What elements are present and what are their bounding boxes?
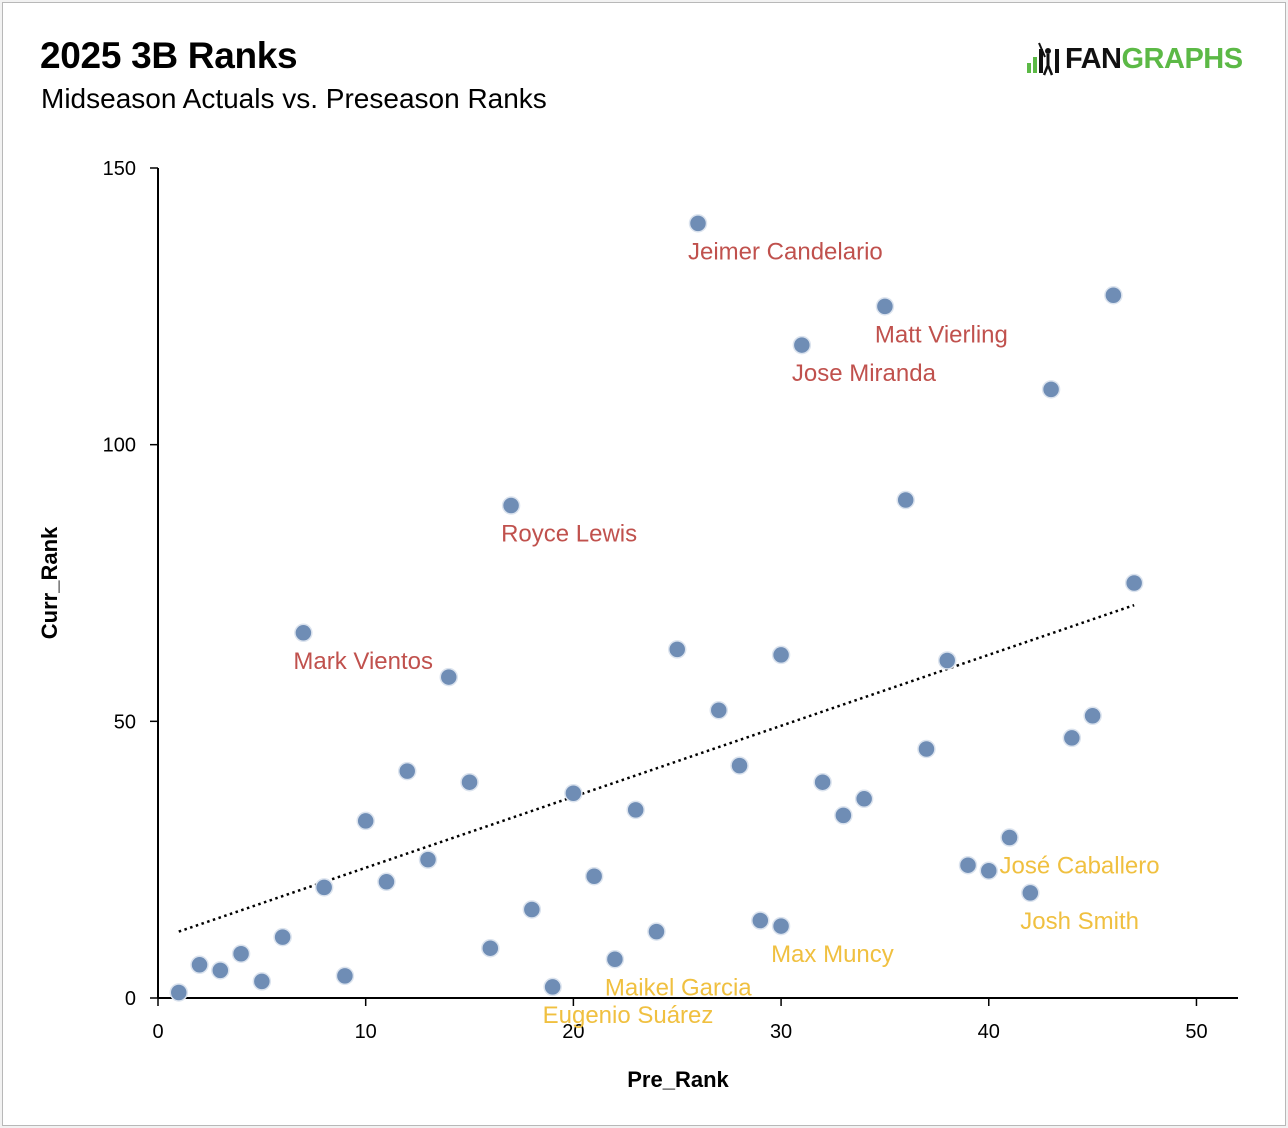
data-point	[917, 739, 936, 759]
data-point	[211, 961, 230, 980]
data-point	[751, 911, 770, 930]
data-point	[1083, 706, 1102, 726]
point-label: José Caballero	[1000, 853, 1160, 880]
point-label: Eugenio Suárez	[543, 1002, 714, 1029]
data-point	[605, 950, 625, 969]
data-point	[688, 214, 708, 233]
fangraphs-bars-batter-icon	[1027, 42, 1059, 76]
data-point	[418, 850, 438, 869]
data-point	[979, 861, 999, 880]
point-label: Royce Lewis	[501, 521, 637, 548]
data-point	[1104, 286, 1123, 305]
data-point	[771, 645, 791, 665]
data-point	[252, 972, 272, 991]
point-label: Jeimer Candelario	[688, 238, 883, 265]
trend-line	[178, 603, 1135, 933]
logo-fan-text: FAN	[1065, 43, 1122, 75]
data-point	[1000, 828, 1019, 847]
y-tick-label: 100	[103, 435, 136, 457]
chart-title: 2025 3B Ranks	[40, 35, 298, 76]
data-point	[397, 761, 417, 781]
point-label: Josh Smith	[1020, 908, 1139, 935]
data-point	[958, 855, 978, 875]
data-point	[875, 297, 895, 316]
point-label: Mark Vientos	[293, 648, 433, 675]
x-tick-label: 20	[562, 1021, 584, 1043]
data-point	[667, 640, 687, 659]
point-label: Max Muncy	[771, 941, 894, 968]
logo-wordmark: FANGRAPHS	[1065, 43, 1243, 76]
data-point	[626, 800, 645, 820]
y-tick-label: 150	[103, 158, 136, 180]
data-point	[501, 496, 521, 515]
data-point	[335, 966, 355, 986]
data-point	[522, 900, 542, 919]
data-point	[730, 756, 749, 775]
data-point	[709, 701, 729, 720]
data-point	[231, 944, 251, 963]
fangraphs-logo: FANGRAPHS	[1025, 41, 1265, 81]
logo-graphs-text: GRAPHS	[1121, 43, 1244, 75]
x-axis-title: Pre_Rank	[627, 1067, 729, 1092]
y-tick-label: 50	[114, 711, 136, 733]
data-point	[460, 772, 479, 792]
data-point	[1124, 573, 1144, 593]
data-point	[854, 789, 874, 809]
point-label: Matt Vierling	[875, 321, 1008, 348]
data-point	[543, 977, 562, 997]
data-point	[1041, 380, 1061, 399]
x-tick-label: 0	[152, 1021, 163, 1043]
data-point	[813, 772, 832, 792]
data-point	[564, 784, 583, 803]
data-point	[1062, 728, 1082, 748]
y-axis-title: Curr_Rank	[37, 526, 62, 639]
x-tick-label: 10	[355, 1021, 377, 1043]
chart-subtitle: Midseason Actuals vs. Preseason Ranks	[41, 83, 547, 114]
data-point	[356, 811, 375, 831]
point-label: Jose Miranda	[792, 360, 937, 387]
point-label: Maikel Garcia	[605, 974, 752, 1001]
data-point	[169, 983, 189, 1002]
data-point	[377, 872, 396, 892]
data-point	[771, 916, 791, 936]
x-tick-label: 30	[770, 1021, 792, 1043]
data-point	[896, 490, 915, 510]
data-point	[1021, 883, 1040, 903]
data-point	[647, 922, 666, 941]
data-point	[273, 927, 292, 947]
data-point	[792, 335, 812, 355]
scatter-plot: 0 10 20 30 40 50 0 50 100 150 Pre_Rank Curr_Rank Jei…	[37, 158, 1238, 1092]
data-point	[834, 806, 853, 825]
x-tick-label: 50	[1185, 1021, 1207, 1043]
data-point	[584, 867, 604, 886]
data-point	[439, 667, 459, 687]
y-tick-label: 0	[125, 988, 136, 1010]
data-point	[314, 878, 334, 897]
data-point	[294, 623, 313, 643]
x-tick-label: 40	[978, 1021, 1000, 1043]
data-point	[937, 651, 957, 670]
data-point	[190, 955, 209, 975]
data-point	[481, 938, 500, 958]
